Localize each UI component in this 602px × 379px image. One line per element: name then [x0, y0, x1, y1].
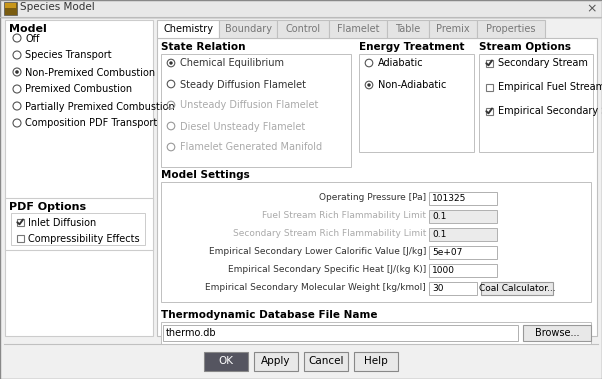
- Bar: [485, 83, 492, 91]
- Text: Cancel: Cancel: [308, 357, 344, 366]
- Bar: [354, 352, 398, 371]
- Bar: [11, 213, 145, 245]
- Text: Chemistry: Chemistry: [163, 24, 213, 34]
- Bar: [157, 20, 219, 38]
- Text: OK: OK: [219, 357, 234, 366]
- Bar: [277, 20, 329, 38]
- Text: Control: Control: [285, 24, 320, 34]
- Text: Premixed Combustion: Premixed Combustion: [25, 85, 132, 94]
- Bar: [485, 108, 492, 114]
- Text: 101325: 101325: [432, 194, 467, 203]
- Bar: [429, 282, 477, 295]
- Text: State Relation: State Relation: [161, 42, 246, 52]
- Text: PDF Options: PDF Options: [9, 202, 86, 212]
- Bar: [329, 20, 387, 38]
- Text: Adiabatic: Adiabatic: [378, 58, 424, 69]
- Bar: [304, 352, 348, 371]
- Text: thermo.db: thermo.db: [166, 328, 217, 338]
- Text: Chemical Equilibrium: Chemical Equilibrium: [180, 58, 284, 69]
- Text: 1000: 1000: [432, 266, 455, 275]
- Text: Secondary Stream Rich Flammability Limit: Secondary Stream Rich Flammability Limit: [232, 230, 426, 238]
- Text: 5e+07: 5e+07: [432, 248, 462, 257]
- Bar: [5, 198, 153, 250]
- Text: Steady Diffusion Flamelet: Steady Diffusion Flamelet: [180, 80, 306, 89]
- Text: Empirical Fuel Stream: Empirical Fuel Stream: [498, 83, 602, 92]
- Bar: [429, 246, 497, 259]
- Text: Non-Adiabatic: Non-Adiabatic: [378, 80, 446, 91]
- Circle shape: [367, 83, 371, 87]
- Bar: [4, 2, 17, 15]
- Text: Help: Help: [364, 357, 388, 366]
- Bar: [5, 3, 16, 8]
- Text: Empirical Secondary Specific Heat [J/(kg K)]: Empirical Secondary Specific Heat [J/(kg…: [228, 266, 426, 274]
- Text: Secondary Stream: Secondary Stream: [498, 58, 588, 69]
- Text: Diesel Unsteady Flamelet: Diesel Unsteady Flamelet: [180, 122, 305, 132]
- Bar: [16, 235, 23, 241]
- Text: ×: ×: [587, 3, 597, 16]
- Bar: [157, 38, 597, 336]
- Text: Apply: Apply: [261, 357, 291, 366]
- Text: Premix: Premix: [436, 24, 470, 34]
- Text: 0.1: 0.1: [432, 212, 446, 221]
- Bar: [163, 325, 518, 341]
- Bar: [485, 60, 492, 66]
- Text: Partially Premixed Combustion: Partially Premixed Combustion: [25, 102, 175, 111]
- Bar: [254, 352, 298, 371]
- Bar: [429, 228, 497, 241]
- Text: Inlet Diffusion: Inlet Diffusion: [28, 218, 96, 227]
- Text: Compressibility Effects: Compressibility Effects: [28, 233, 140, 243]
- Bar: [481, 282, 553, 295]
- Text: Energy Treatment: Energy Treatment: [359, 42, 465, 52]
- Text: Empirical Secondary Molecular Weight [kg/kmol]: Empirical Secondary Molecular Weight [kg…: [205, 283, 426, 293]
- Text: Flamelet: Flamelet: [337, 24, 379, 34]
- Text: Thermodynamic Database File Name: Thermodynamic Database File Name: [161, 310, 377, 320]
- Bar: [161, 54, 351, 167]
- Text: Species Transport: Species Transport: [25, 50, 111, 61]
- Bar: [387, 20, 429, 38]
- Text: Model: Model: [9, 24, 47, 34]
- Text: Fuel Stream Rich Flammability Limit: Fuel Stream Rich Flammability Limit: [262, 211, 426, 221]
- Text: Coal Calculator...: Coal Calculator...: [479, 284, 555, 293]
- Text: Empirical Secondary Lower Calorific Value [J/kg]: Empirical Secondary Lower Calorific Valu…: [209, 247, 426, 257]
- Bar: [5, 20, 153, 336]
- Text: Non-Premixed Combustion: Non-Premixed Combustion: [25, 67, 155, 77]
- Bar: [1, 1, 601, 18]
- Text: Operating Pressure [Pa]: Operating Pressure [Pa]: [319, 194, 426, 202]
- Text: Unsteady Diffusion Flamelet: Unsteady Diffusion Flamelet: [180, 100, 318, 111]
- Text: Stream Options: Stream Options: [479, 42, 571, 52]
- Text: Composition PDF Transport: Composition PDF Transport: [25, 119, 157, 128]
- Text: Species Model: Species Model: [20, 2, 95, 12]
- Bar: [161, 322, 591, 344]
- Text: Empirical Secondary Stream: Empirical Secondary Stream: [498, 106, 602, 116]
- Bar: [429, 192, 497, 205]
- Text: Flamelet Generated Manifold: Flamelet Generated Manifold: [180, 143, 322, 152]
- Bar: [204, 352, 248, 371]
- Bar: [429, 20, 477, 38]
- Text: Table: Table: [396, 24, 421, 34]
- Text: Browse...: Browse...: [535, 328, 579, 338]
- Bar: [523, 325, 591, 341]
- Circle shape: [15, 70, 19, 74]
- Circle shape: [169, 61, 173, 65]
- Text: 30: 30: [432, 284, 444, 293]
- Bar: [477, 20, 545, 38]
- Text: Boundary: Boundary: [225, 24, 272, 34]
- Bar: [429, 210, 497, 223]
- Text: Properties: Properties: [486, 24, 536, 34]
- Text: Off: Off: [25, 33, 39, 44]
- Bar: [161, 182, 591, 302]
- Text: Model Settings: Model Settings: [161, 170, 250, 180]
- Text: 0.1: 0.1: [432, 230, 446, 239]
- Bar: [479, 54, 593, 152]
- Bar: [16, 219, 23, 226]
- Bar: [429, 264, 497, 277]
- Bar: [219, 20, 277, 38]
- Bar: [359, 54, 474, 152]
